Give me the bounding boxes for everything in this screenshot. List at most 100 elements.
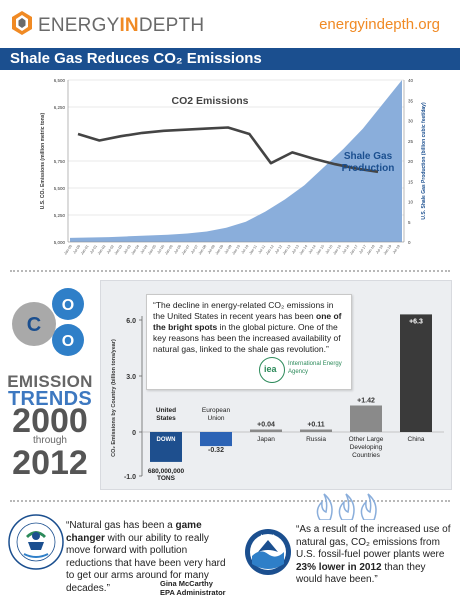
epa-attribution: Gina McCarthy EPA Administrator [160,579,226,597]
svg-text:C: C [27,314,41,336]
us-tons-label: 680,000,000 [148,468,185,475]
x-tick-label: Jul-08 [207,244,216,254]
x-tick-label: Jul-16 [341,244,350,254]
y-tick-label: 5,000 [54,240,66,245]
iea-quote-box: “The decline in energy-related CO₂ emiss… [146,294,352,390]
iea-name: International Energy Agency [288,361,342,375]
x-tick-label: Jul-04 [140,244,149,254]
y2-tick-label: 0 [408,240,411,245]
x-tick-label: Jan-06 [164,244,174,255]
noaa-quote-text: “As a result of the increased use of nat… [296,524,451,585]
svg-text:O: O [62,333,74,350]
x-tick-label: Jan-03 [114,244,124,255]
x-tick-label: Jul-12 [274,244,283,254]
x-tick-label: Jul-13 [291,244,300,254]
x-tick-label: Jan-15 [316,244,326,255]
epa-quote-text: “Natural gas has been a game changer wit… [66,520,226,594]
us-tons-label-2: TONS [157,475,176,482]
x-tick-label: Jan-19 [383,244,393,255]
bar-y-tick-label: 0 [132,430,136,437]
gas-flames-icon [316,493,377,520]
year-start: 2000 [12,402,88,440]
bar-y-tick-label: 3.0 [126,374,136,381]
site-url-link[interactable]: energyindepth.org [319,16,440,33]
trends-label: TRENDS [7,388,93,410]
bar-value-label: +1.42 [357,397,375,404]
y2-tick-label: 20 [408,159,414,164]
y-tick-label: 6,250 [54,105,66,110]
x-tick-label: Jul-10 [241,244,250,254]
epa-seal-icon [8,514,64,570]
y-tick-label: 5,750 [54,159,66,164]
energy-in-depth-logo-icon [12,11,32,35]
x-tick-label: Jul-02 [106,244,115,254]
bar-category-label: Union [208,415,225,422]
title-bar: Shale Gas Reduces CO₂ Emissions [0,48,460,70]
bar-category-label: European [202,407,231,414]
x-tick-label: Jul-05 [156,244,165,254]
x-tick-label: Jan-07 [181,244,191,255]
x-tick-label: Jan-13 [282,244,292,255]
divider-top [10,270,450,272]
shale-gas-area [70,80,402,242]
bar [200,432,232,447]
bar-value-label: DOWN [157,437,176,443]
co2-emissions-line [77,126,379,174]
bar [350,405,382,432]
page-title: Shale Gas Reduces CO₂ Emissions [10,50,262,67]
co2-vs-shale-chart: 6,500 6,250 5,750 5,500 5,250 5,000 40 35 30 25 20… [40,78,427,256]
bar-category-label: Developing [350,444,383,451]
y2-tick-label: 30 [408,119,414,124]
bar-value-label: -0.32 [208,447,224,454]
y2-tick-label: 15 [408,179,414,184]
co2-molecule-icon: C O O [12,288,84,356]
bar-y-tick-label: 6.0 [126,318,136,325]
bar-y-tick-label: -1.0 [124,474,136,481]
y-tick-label: 6,500 [54,78,66,83]
x-tick-label: Jul-03 [123,244,132,254]
x-tick-label: Jan-17 [349,244,359,255]
x-tick-label: Jan-05 [147,244,157,255]
x-tick-label: Jul-17 [358,244,367,254]
iea-circle-icon: iea [259,357,285,383]
y-tick-label: 5,500 [54,186,66,191]
bar-value-label: +0.11 [307,422,324,429]
x-tick-label: Jan-09 [215,244,225,255]
shale-series-label: Shale Gas [344,151,393,162]
bar [150,432,182,462]
x-tick-label: Jul-15 [325,244,334,254]
y2-tick-label: 25 [408,139,414,144]
x-tick-label: Jul-19 [392,244,401,254]
iea-logo: iea International Energy Agency [259,357,349,387]
bar-category-label: Other Large [349,436,384,443]
bar-y-axis-title: CO₂ Emissions by Country (billion tons/y… [111,339,117,457]
svg-text:O: O [62,297,74,314]
x-tick-label: Jan-16 [332,244,342,255]
divider-bottom [10,500,450,502]
bar [250,429,282,432]
shale-series-label-2: Production [342,163,395,174]
x-tick-label: Jul-09 [224,244,233,254]
x-tick-label: Jan-01 [80,244,90,255]
co2-series-label: CO2 Emissions [171,95,248,107]
x-tick-label: Jan-08 [198,244,208,255]
x-tick-label: Jan-10 [231,244,241,255]
svg-text:NOAA: NOAA [261,535,276,541]
iea-quote-text: “The decline in energy-related CO₂ emiss… [153,300,342,354]
through-label: through [33,435,67,446]
y2-tick-label: 40 [408,78,414,83]
x-tick-label: Jan-00 [63,244,73,255]
y2-tick-label: 5 [408,220,411,225]
y2-axis-title: U.S. Shale Gas Production (billion cubic… [421,102,427,220]
bar-value-label: +6.3 [409,318,423,325]
x-tick-label: Jul-07 [190,244,199,254]
header: ENERGYINDEPTH energyindepth.org [0,0,460,48]
y2-tick-label: 35 [408,98,414,103]
x-tick-label: Jan-18 [366,244,376,255]
x-tick-label: Jan-11 [248,244,257,255]
x-tick-label: Jul-01 [89,244,98,254]
emission-label: EMISSION [7,372,93,391]
y2-tick-label: 10 [408,200,414,205]
logo-text: ENERGYINDEPTH [38,15,205,36]
x-tick-label: Jul-14 [308,244,317,254]
